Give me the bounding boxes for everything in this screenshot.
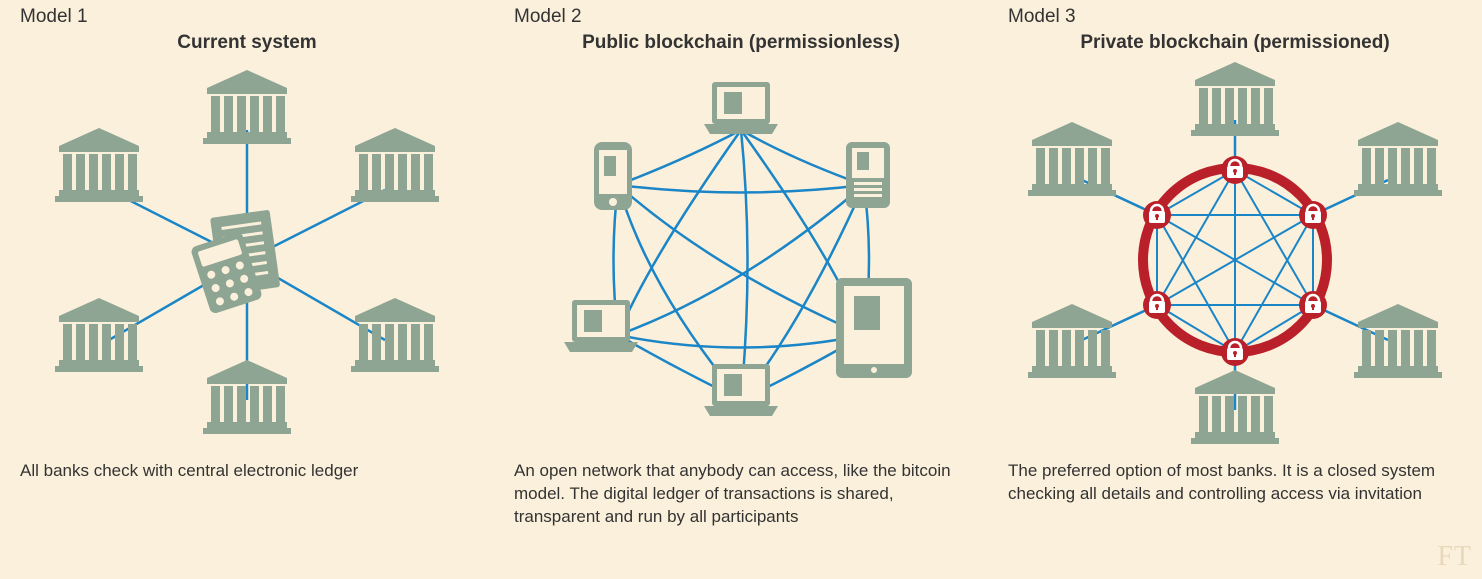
laptop-icon xyxy=(704,82,778,134)
diagram-model-2 xyxy=(494,60,988,460)
model-label-2: Model 2 xyxy=(514,6,582,28)
handheld-icon xyxy=(846,142,890,208)
inner-mesh xyxy=(1157,170,1313,352)
panel-model-1: Model 1 Current system xyxy=(0,0,494,579)
laptop-icon xyxy=(704,364,778,416)
diagram-model-1 xyxy=(0,60,494,460)
diagram-model-3 xyxy=(988,60,1482,460)
tablet-icon xyxy=(836,278,912,378)
device-nodes xyxy=(564,82,912,416)
panel-model-2: Model 2 Public blockchain (permissionles… xyxy=(494,0,988,579)
smartphone-icon xyxy=(594,142,632,210)
laptop-icon xyxy=(564,300,638,352)
mesh-edges xyxy=(614,130,870,400)
model-caption-2: An open network that anybody can access,… xyxy=(514,460,962,529)
model-title-1: Current system xyxy=(0,32,494,54)
watermark: FT xyxy=(1437,541,1472,573)
model-label-3: Model 3 xyxy=(1008,6,1076,28)
model-title-2: Public blockchain (permissionless) xyxy=(494,32,988,54)
model-caption-1: All banks check with central electronic … xyxy=(20,460,468,483)
model-label-1: Model 1 xyxy=(20,6,88,28)
model-caption-3: The preferred option of most banks. It i… xyxy=(1008,460,1456,506)
panel-model-3: Model 3 Private blockchain (permissioned… xyxy=(988,0,1482,579)
model-title-3: Private blockchain (permissioned) xyxy=(988,32,1482,54)
